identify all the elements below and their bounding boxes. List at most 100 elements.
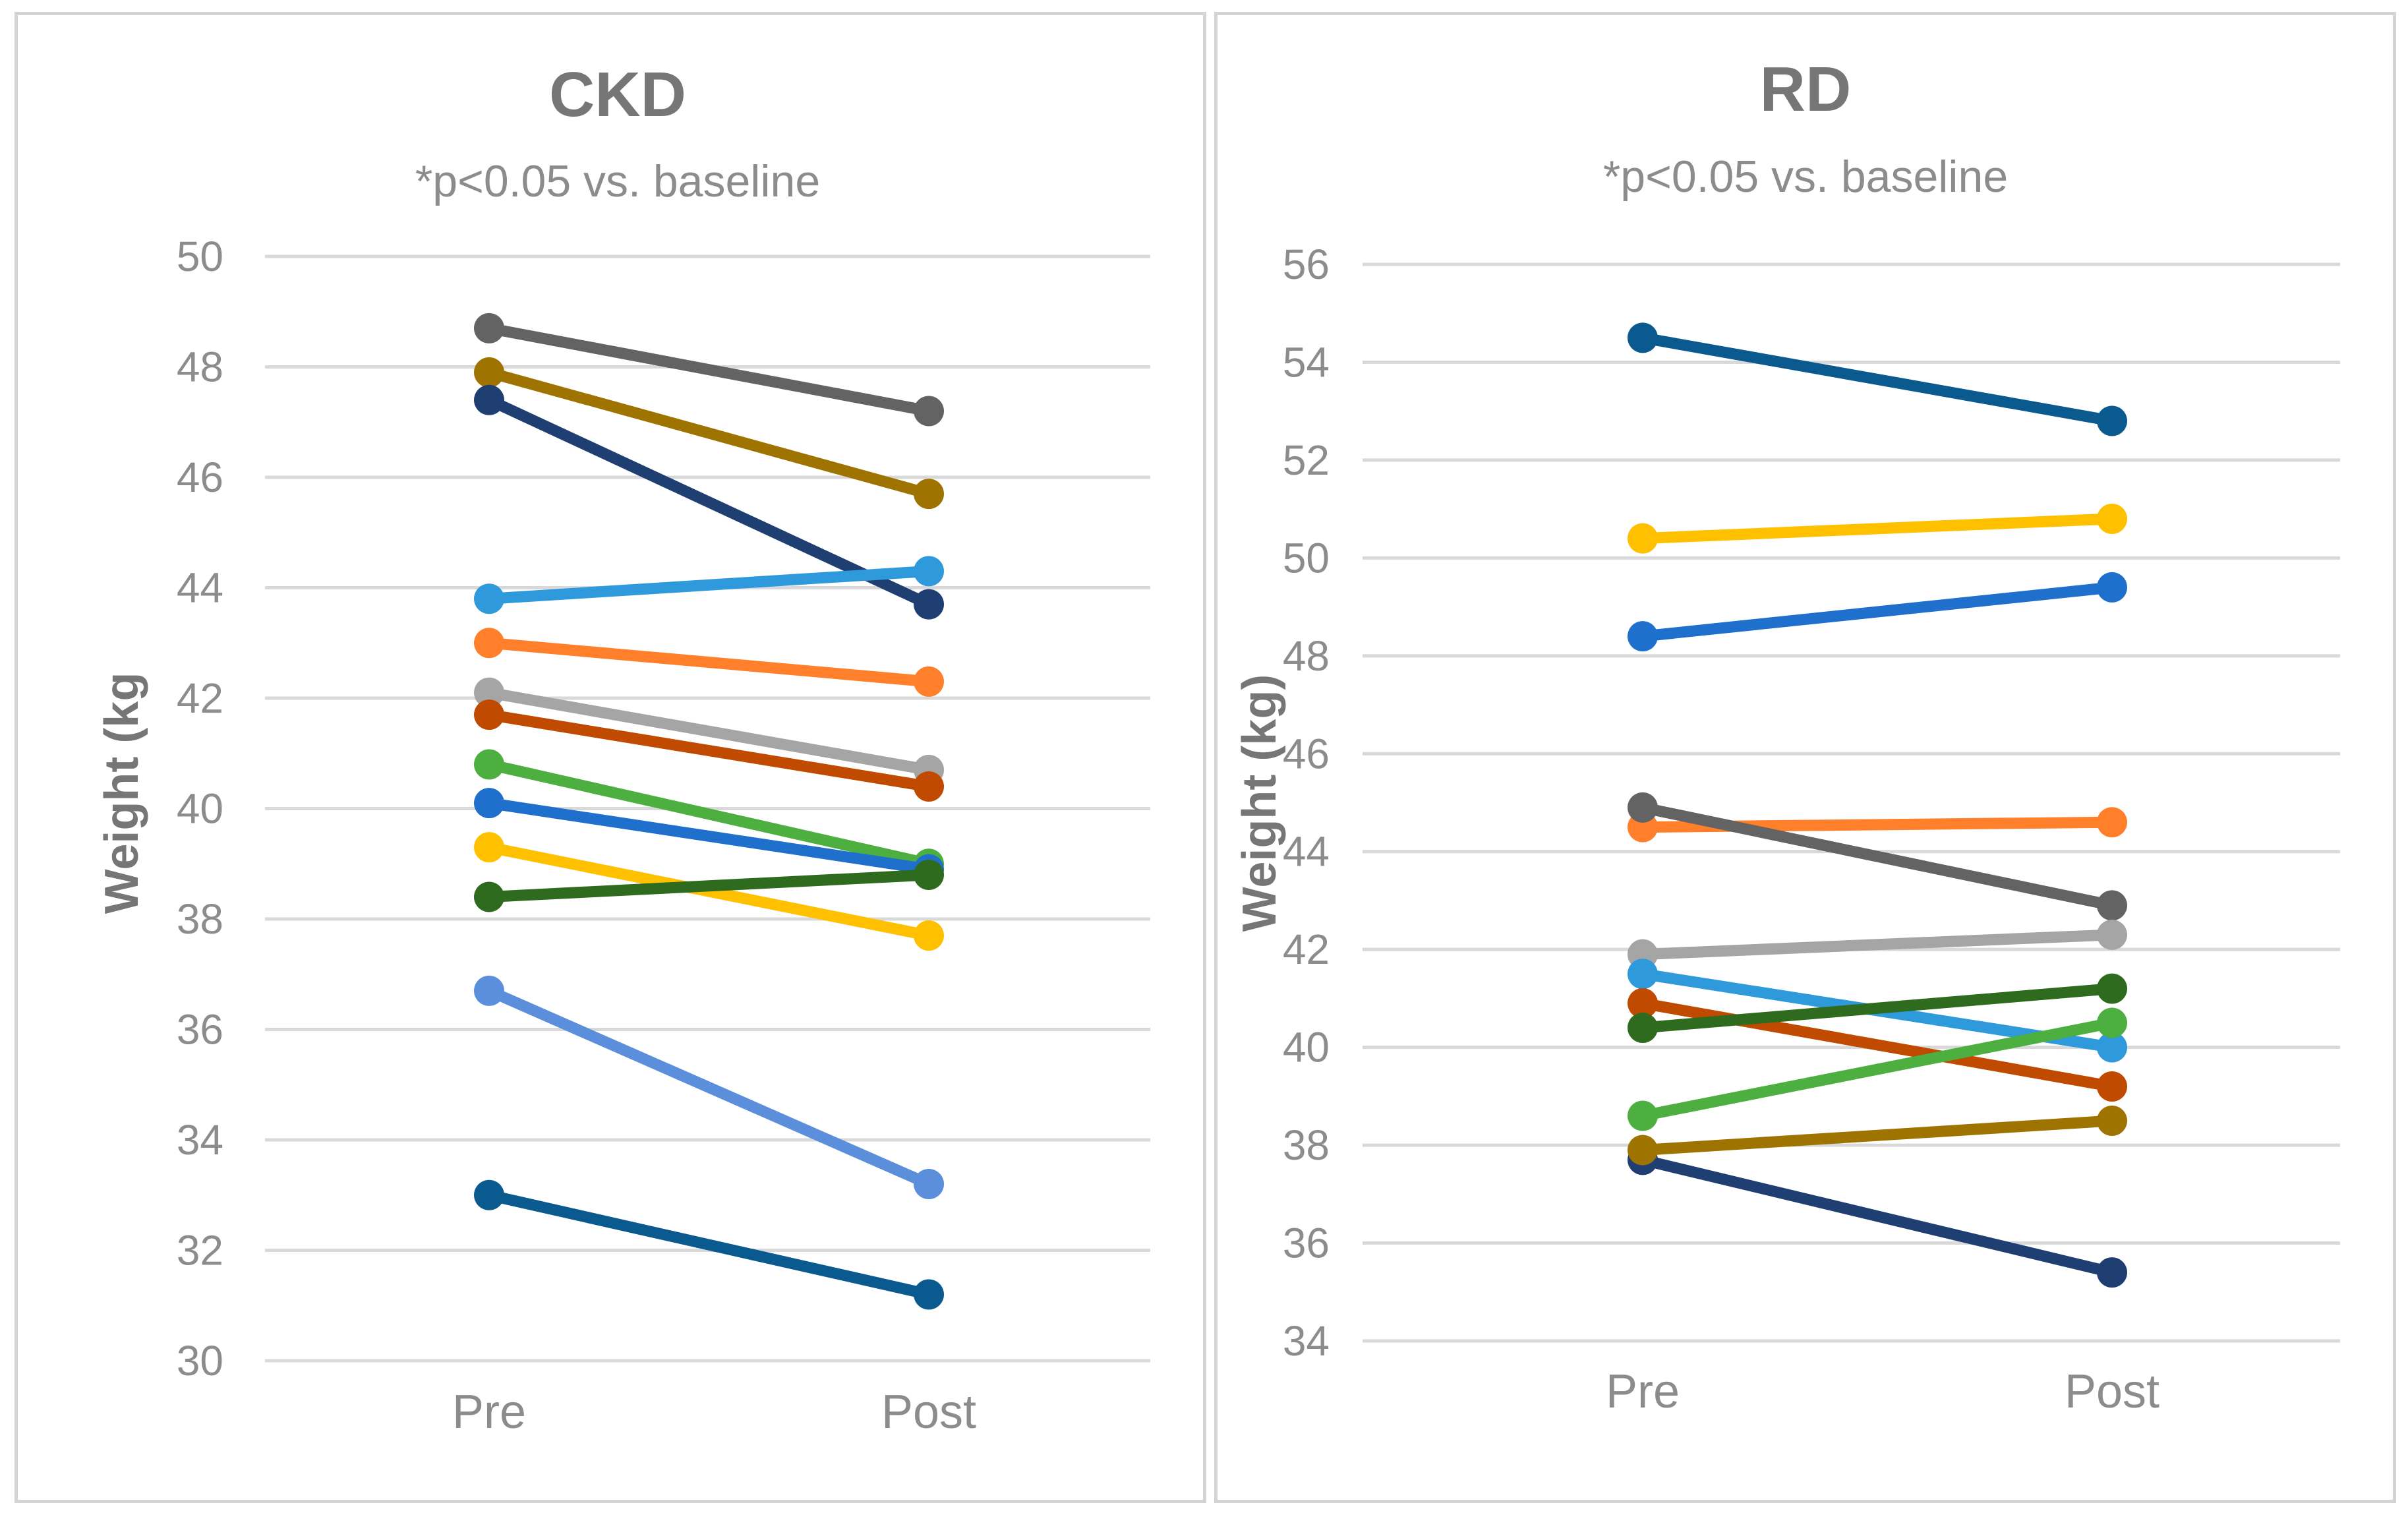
series-s6 — [474, 677, 944, 785]
y-tick-label: 34 — [1283, 1317, 1330, 1365]
series-line — [1637, 581, 2118, 642]
data-point — [474, 975, 504, 1006]
data-point — [1628, 1100, 1658, 1131]
data-point — [474, 1179, 504, 1210]
series-line — [483, 367, 935, 500]
y-tick-label: 48 — [1283, 632, 1330, 680]
series-s1 — [1628, 322, 2127, 436]
data-point — [474, 677, 504, 708]
y-tick-label: 40 — [1283, 1024, 1330, 1071]
series-s11 — [1628, 1144, 2127, 1288]
series-s4 — [474, 556, 944, 614]
series-line — [1637, 332, 2118, 427]
y-tick-label: 36 — [1283, 1220, 1330, 1267]
series-line — [483, 869, 935, 903]
y-tick-labels: 34 36 38 40 42 44 46 48 50 52 54 56 — [1283, 241, 1330, 1365]
data-point — [474, 788, 504, 819]
series-line — [483, 565, 935, 605]
series-s1 — [474, 312, 944, 427]
chart-panel-ckd: CKD *p<0.05 vs. baseline 30 32 34 36 38 40 42 4… — [15, 12, 1206, 1503]
series-line — [1637, 983, 2118, 1034]
series-group — [474, 312, 944, 1310]
series-line — [483, 797, 935, 875]
y-tick-label: 46 — [177, 454, 223, 501]
y-tick-label: 50 — [1283, 534, 1330, 581]
y-tick-label: 34 — [177, 1116, 223, 1164]
data-point — [474, 699, 504, 730]
x-tick-labels: Pre Post — [452, 1386, 976, 1439]
data-point — [914, 666, 944, 697]
y-axis-label: Weight (kg — [96, 672, 148, 914]
data-point — [914, 1279, 944, 1310]
data-point — [2097, 919, 2127, 950]
data-point — [2097, 1007, 2127, 1038]
series-s5 — [1628, 792, 2127, 921]
y-tick-label: 32 — [177, 1227, 223, 1274]
y-tick-label: 48 — [177, 343, 223, 391]
data-point — [474, 583, 504, 614]
data-point — [474, 628, 504, 659]
y-tick-label: 50 — [177, 233, 223, 280]
y-tick-label: 38 — [177, 895, 223, 943]
y-tick-label: 52 — [1283, 436, 1330, 484]
series-line — [483, 322, 935, 417]
data-point — [474, 881, 504, 912]
series-s11 — [474, 860, 944, 912]
data-point — [914, 771, 944, 802]
y-tick-label: 42 — [1283, 926, 1330, 973]
chart-title: CKD — [549, 59, 686, 130]
chart-subtitle: *p<0.05 vs. baseline — [1603, 152, 2008, 202]
data-point — [1628, 988, 1658, 1019]
series-line — [483, 709, 935, 792]
data-point — [914, 920, 944, 951]
data-point — [1628, 523, 1658, 554]
y-tick-label: 40 — [177, 785, 223, 833]
series-s6 — [1628, 919, 2127, 970]
y-tick-label: 36 — [177, 1006, 223, 1053]
series-line — [483, 637, 935, 688]
series-s10 — [1628, 1007, 2127, 1131]
series-line — [483, 687, 935, 776]
data-point — [1628, 792, 1658, 823]
y-tick-label: 44 — [177, 564, 223, 612]
y-tick-label: 38 — [1283, 1121, 1330, 1169]
data-point — [2097, 1071, 2127, 1102]
series-s13 — [474, 1179, 944, 1310]
x-tick-labels: Pre Post — [1606, 1365, 2159, 1418]
series-s9 — [474, 788, 944, 885]
series-s12 — [1628, 1105, 2127, 1166]
data-point — [1628, 322, 1658, 353]
data-point — [1628, 1135, 1658, 1166]
data-point — [914, 860, 944, 890]
data-point — [2097, 572, 2127, 603]
gridlines — [1363, 262, 2340, 1343]
chart-title: RD — [1760, 54, 1852, 125]
data-point — [2097, 807, 2127, 838]
data-point — [1628, 959, 1658, 990]
y-tick-label: 56 — [1283, 241, 1330, 288]
data-point — [2097, 1105, 2127, 1136]
y-tick-label: 54 — [1283, 338, 1330, 386]
data-point — [474, 749, 504, 780]
data-point — [914, 589, 944, 620]
x-tick-label: Pre — [452, 1386, 526, 1439]
series-group — [1628, 322, 2127, 1288]
data-point — [2097, 890, 2127, 921]
series-line — [1637, 1154, 2118, 1278]
data-point — [474, 384, 504, 415]
x-tick-label: Pre — [1606, 1365, 1680, 1418]
data-point — [474, 357, 504, 388]
series-s7 — [474, 699, 944, 802]
y-tick-labels: 30 32 34 36 38 40 42 44 46 48 50 — [177, 233, 223, 1384]
series-s12 — [474, 975, 944, 1199]
series-line — [483, 985, 935, 1190]
chart-rd: RD *p<0.05 vs. baseline 34 36 38 40 42 44 46 48… — [1233, 54, 2340, 1418]
series-s2 — [474, 357, 944, 510]
data-point — [914, 1169, 944, 1199]
series-s3 — [1628, 572, 2127, 652]
series-line — [1637, 513, 2118, 545]
x-tick-label: Post — [881, 1386, 976, 1439]
series-s2 — [1628, 503, 2127, 554]
series-line — [483, 759, 935, 870]
data-point — [914, 556, 944, 587]
